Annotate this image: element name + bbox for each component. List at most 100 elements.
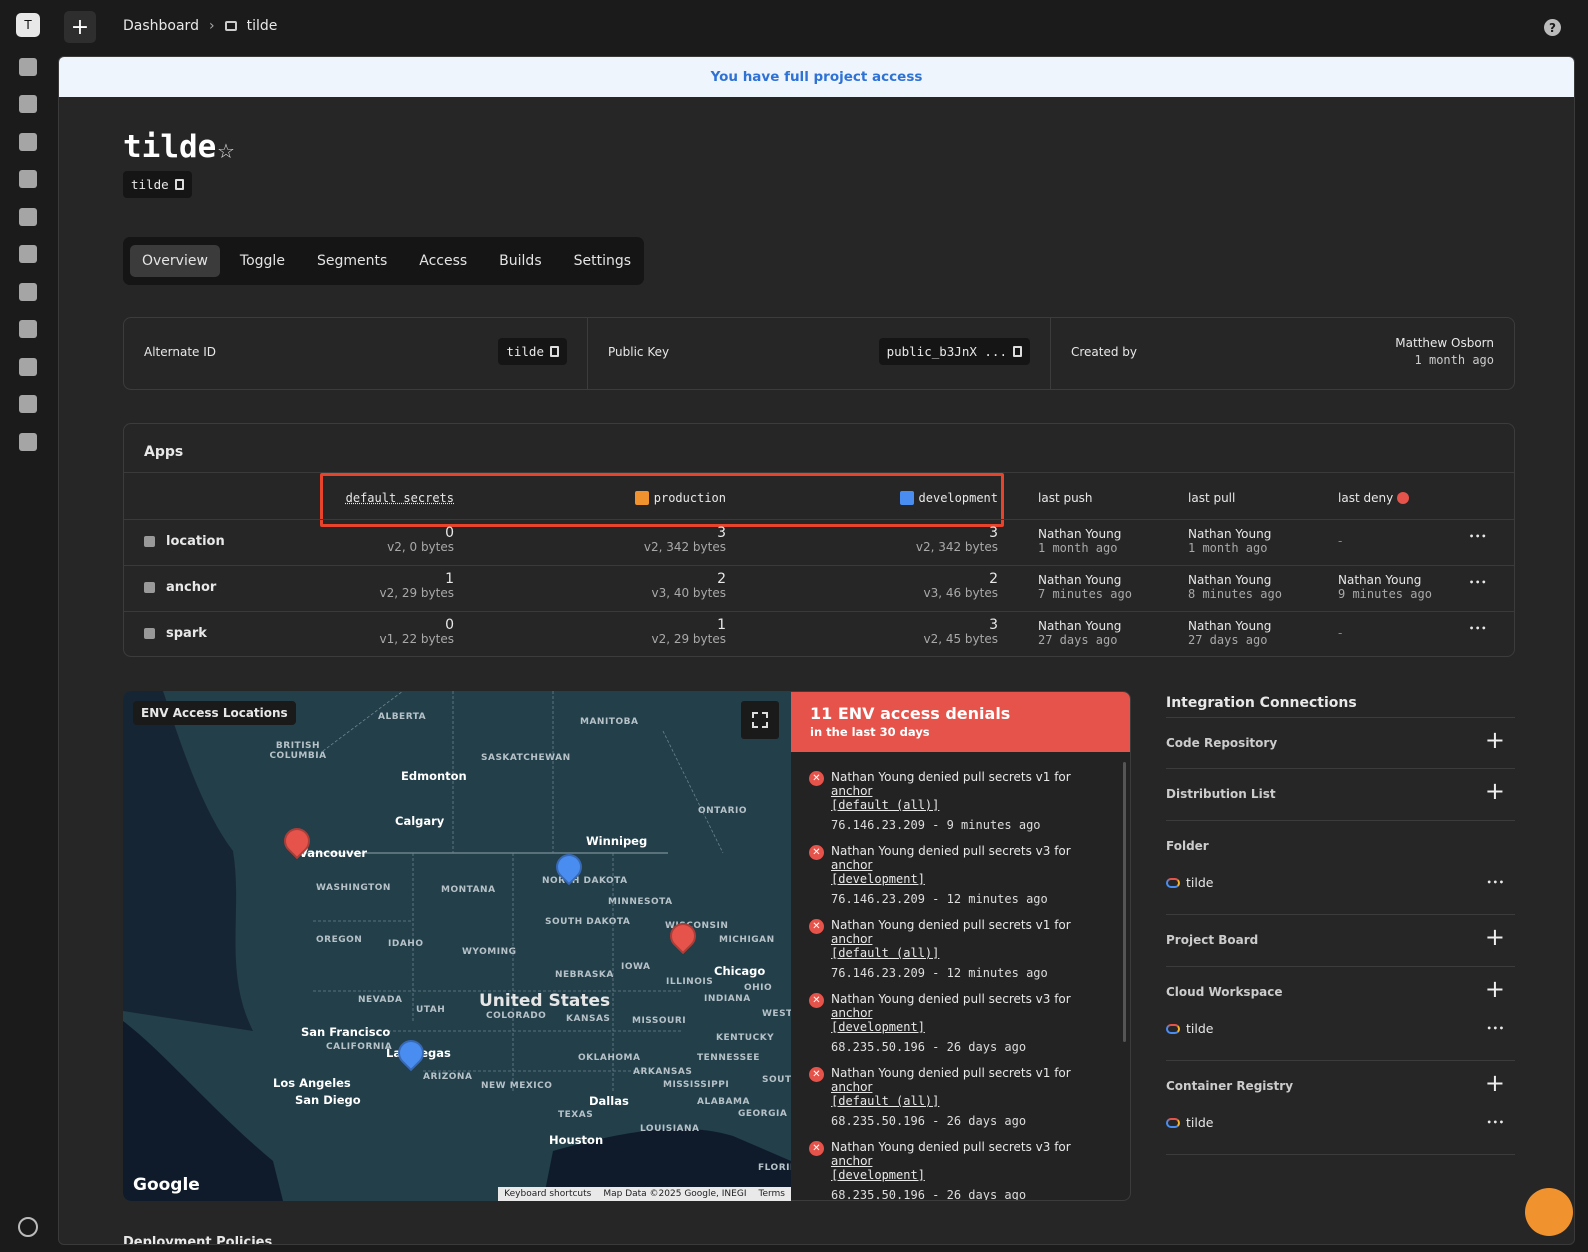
app-link[interactable]: anchor xyxy=(831,1006,873,1020)
map-footer-item[interactable]: Terms xyxy=(758,1189,785,1199)
breadcrumb-item[interactable]: Dashboard xyxy=(123,18,199,34)
app-name[interactable]: location xyxy=(166,534,225,549)
workspace-avatar[interactable]: T xyxy=(16,13,40,37)
entry-menu[interactable]: ••• xyxy=(1486,1024,1505,1033)
activity-cell: Nathan Young 1 month ago xyxy=(1038,527,1121,555)
nav-icon[interactable] xyxy=(19,133,37,151)
tab[interactable]: Toggle xyxy=(239,253,285,269)
denial-icon: ✕ xyxy=(809,845,824,860)
app-name[interactable]: anchor xyxy=(166,580,217,595)
city-label: Los Angeles xyxy=(273,1076,351,1090)
add-integration[interactable]: + xyxy=(1484,1069,1505,1097)
region-label: SOUTH CAROLINA xyxy=(762,1075,791,1085)
tab[interactable]: Settings xyxy=(573,253,632,269)
add-button[interactable]: + xyxy=(64,11,96,43)
info-label: Alternate ID xyxy=(144,345,216,359)
region-label: INDIANA xyxy=(704,994,751,1004)
nav-icon[interactable] xyxy=(19,58,37,76)
activity-cell: Nathan Young 1 month ago xyxy=(1188,527,1271,555)
denial-icon: ✕ xyxy=(809,771,824,786)
region-label: CALIFORNIA xyxy=(326,1042,393,1052)
info-chip[interactable]: tilde xyxy=(498,338,567,365)
tab[interactable]: Builds xyxy=(499,253,542,269)
denial-icon: ✕ xyxy=(809,919,824,934)
row-menu[interactable]: ••• xyxy=(1469,578,1488,587)
app-link[interactable]: anchor xyxy=(831,858,873,872)
access-map[interactable]: ENV Access Locations Google Keyboard sho… xyxy=(123,691,791,1201)
integration-name: Distribution List xyxy=(1166,787,1276,801)
region-label: IDAHO xyxy=(388,939,424,949)
app-link[interactable]: anchor xyxy=(831,1080,873,1094)
env-link[interactable]: [default (all)] xyxy=(831,946,940,960)
nav-icon[interactable] xyxy=(19,358,37,376)
add-integration[interactable]: + xyxy=(1484,726,1505,754)
sidebar: T xyxy=(0,0,57,1252)
fullscreen-button[interactable] xyxy=(741,701,779,739)
info-label: Public Key xyxy=(608,345,670,359)
env-cell: 2 v3, 46 bytes xyxy=(923,572,998,600)
env-link[interactable]: [development] xyxy=(831,1168,925,1182)
account-icon[interactable] xyxy=(18,1217,38,1237)
add-integration[interactable]: + xyxy=(1484,777,1505,805)
region-label: WISCONSIN xyxy=(665,921,729,931)
region-label: WEST VIRGINIA xyxy=(762,1009,791,1019)
tab[interactable]: Overview xyxy=(130,245,220,277)
nav-icon[interactable] xyxy=(19,208,37,226)
info-cell: Public Key public_b3JnX ... xyxy=(588,318,1051,389)
apps-title: Apps xyxy=(144,444,184,460)
app-link[interactable]: anchor xyxy=(831,1154,873,1168)
app-link[interactable]: anchor xyxy=(831,784,873,798)
chip-text: public_b3JnX ... xyxy=(886,344,1007,359)
apps-card: Apps default secrets production developmen… xyxy=(123,423,1515,657)
region-label: WASHINGTON xyxy=(316,883,391,893)
region-label: FLORIDA xyxy=(758,1163,791,1173)
city-label: Dallas xyxy=(589,1094,629,1108)
secret-count: 2 xyxy=(989,571,998,587)
help-button[interactable]: ? xyxy=(1544,19,1561,36)
entry-name: tilde xyxy=(1186,1021,1214,1036)
row-menu[interactable]: ••• xyxy=(1469,532,1488,541)
fullscreen-icon xyxy=(752,712,768,728)
nav-icon[interactable] xyxy=(19,95,37,113)
region-label: MISSOURI xyxy=(632,1016,687,1026)
secret-meta: v2, 29 bytes xyxy=(379,586,454,600)
env-link[interactable]: [development] xyxy=(831,1020,925,1034)
app-icon xyxy=(144,536,155,547)
integration-entry: tilde ••• xyxy=(1166,1021,1515,1036)
map-footer-item[interactable]: Keyboard shortcuts xyxy=(504,1189,592,1199)
env-link[interactable]: [default (all)] xyxy=(831,798,940,812)
entry-menu[interactable]: ••• xyxy=(1486,878,1505,887)
region-label: MICHIGAN xyxy=(719,935,775,945)
app-name[interactable]: spark xyxy=(166,626,207,641)
info-label: Created by xyxy=(1071,345,1138,359)
nav-icon[interactable] xyxy=(19,245,37,263)
project-slug[interactable]: tilde xyxy=(123,171,192,198)
tab[interactable]: Segments xyxy=(316,253,388,269)
city-label: Houston xyxy=(549,1133,604,1147)
entry-menu[interactable]: ••• xyxy=(1486,1118,1505,1127)
nav-icon[interactable] xyxy=(19,170,37,188)
env-link[interactable]: [development] xyxy=(831,872,925,886)
tab[interactable]: Access xyxy=(419,253,468,269)
nav-icon[interactable] xyxy=(19,395,37,413)
chat-button[interactable] xyxy=(1525,1188,1573,1236)
integration-entry: tilde ••• xyxy=(1166,875,1515,890)
creator-name: Matthew Osborn xyxy=(1395,336,1494,350)
env-link[interactable]: [default (all)] xyxy=(831,1094,940,1108)
add-integration[interactable]: + xyxy=(1484,923,1505,951)
row-menu[interactable]: ••• xyxy=(1469,624,1488,633)
breadcrumb-item[interactable]: tilde xyxy=(246,18,278,34)
favorite-star[interactable]: ☆ xyxy=(217,139,235,163)
app-link[interactable]: anchor xyxy=(831,932,873,946)
nav-icon[interactable] xyxy=(19,433,37,451)
column-header: default secrets xyxy=(346,491,454,505)
denial-item: ✕ Nathan Young denied pull secrets v3 for… xyxy=(809,1140,1100,1200)
scrollbar xyxy=(1123,762,1126,1042)
region-label: UTAH xyxy=(416,1005,446,1015)
nav-icon[interactable] xyxy=(19,320,37,338)
nav-icon[interactable] xyxy=(19,283,37,301)
add-integration[interactable]: + xyxy=(1484,975,1505,1003)
secret-count: 2 xyxy=(717,571,726,587)
integration-name: Container Registry xyxy=(1166,1079,1294,1093)
info-chip[interactable]: public_b3JnX ... xyxy=(878,338,1030,365)
